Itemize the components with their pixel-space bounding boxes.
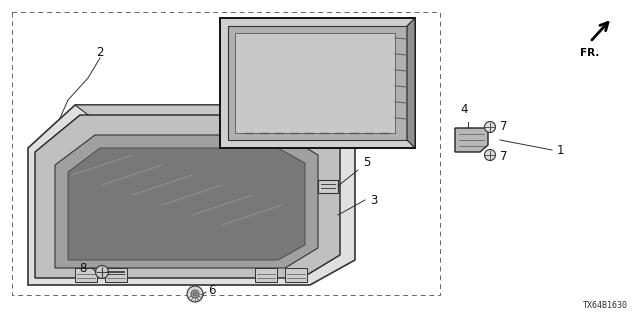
- Text: TX64B1630: TX64B1630: [583, 301, 628, 310]
- Bar: [318, 180, 338, 193]
- Bar: [285, 268, 307, 282]
- Circle shape: [484, 122, 495, 132]
- Text: 8: 8: [79, 261, 87, 275]
- Polygon shape: [28, 105, 355, 285]
- Text: 5: 5: [363, 156, 371, 169]
- Text: 1: 1: [557, 143, 564, 156]
- Text: 7: 7: [500, 119, 508, 132]
- Polygon shape: [55, 135, 318, 268]
- Polygon shape: [455, 128, 488, 152]
- Polygon shape: [235, 33, 395, 133]
- Bar: [255, 268, 277, 282]
- Polygon shape: [228, 26, 407, 140]
- Bar: [105, 268, 127, 282]
- Circle shape: [193, 292, 197, 296]
- Text: 3: 3: [370, 194, 378, 206]
- Polygon shape: [35, 115, 340, 278]
- Text: 2: 2: [96, 45, 104, 59]
- Text: 6: 6: [208, 284, 216, 298]
- Polygon shape: [407, 18, 415, 148]
- Text: 4: 4: [460, 103, 468, 116]
- Text: FR.: FR.: [580, 48, 600, 58]
- Text: 7: 7: [500, 150, 508, 164]
- Polygon shape: [75, 105, 355, 135]
- Circle shape: [187, 286, 203, 302]
- Polygon shape: [68, 148, 305, 260]
- Circle shape: [191, 290, 199, 298]
- Bar: [75, 268, 97, 282]
- Circle shape: [95, 266, 109, 278]
- Polygon shape: [220, 18, 415, 148]
- Circle shape: [484, 149, 495, 161]
